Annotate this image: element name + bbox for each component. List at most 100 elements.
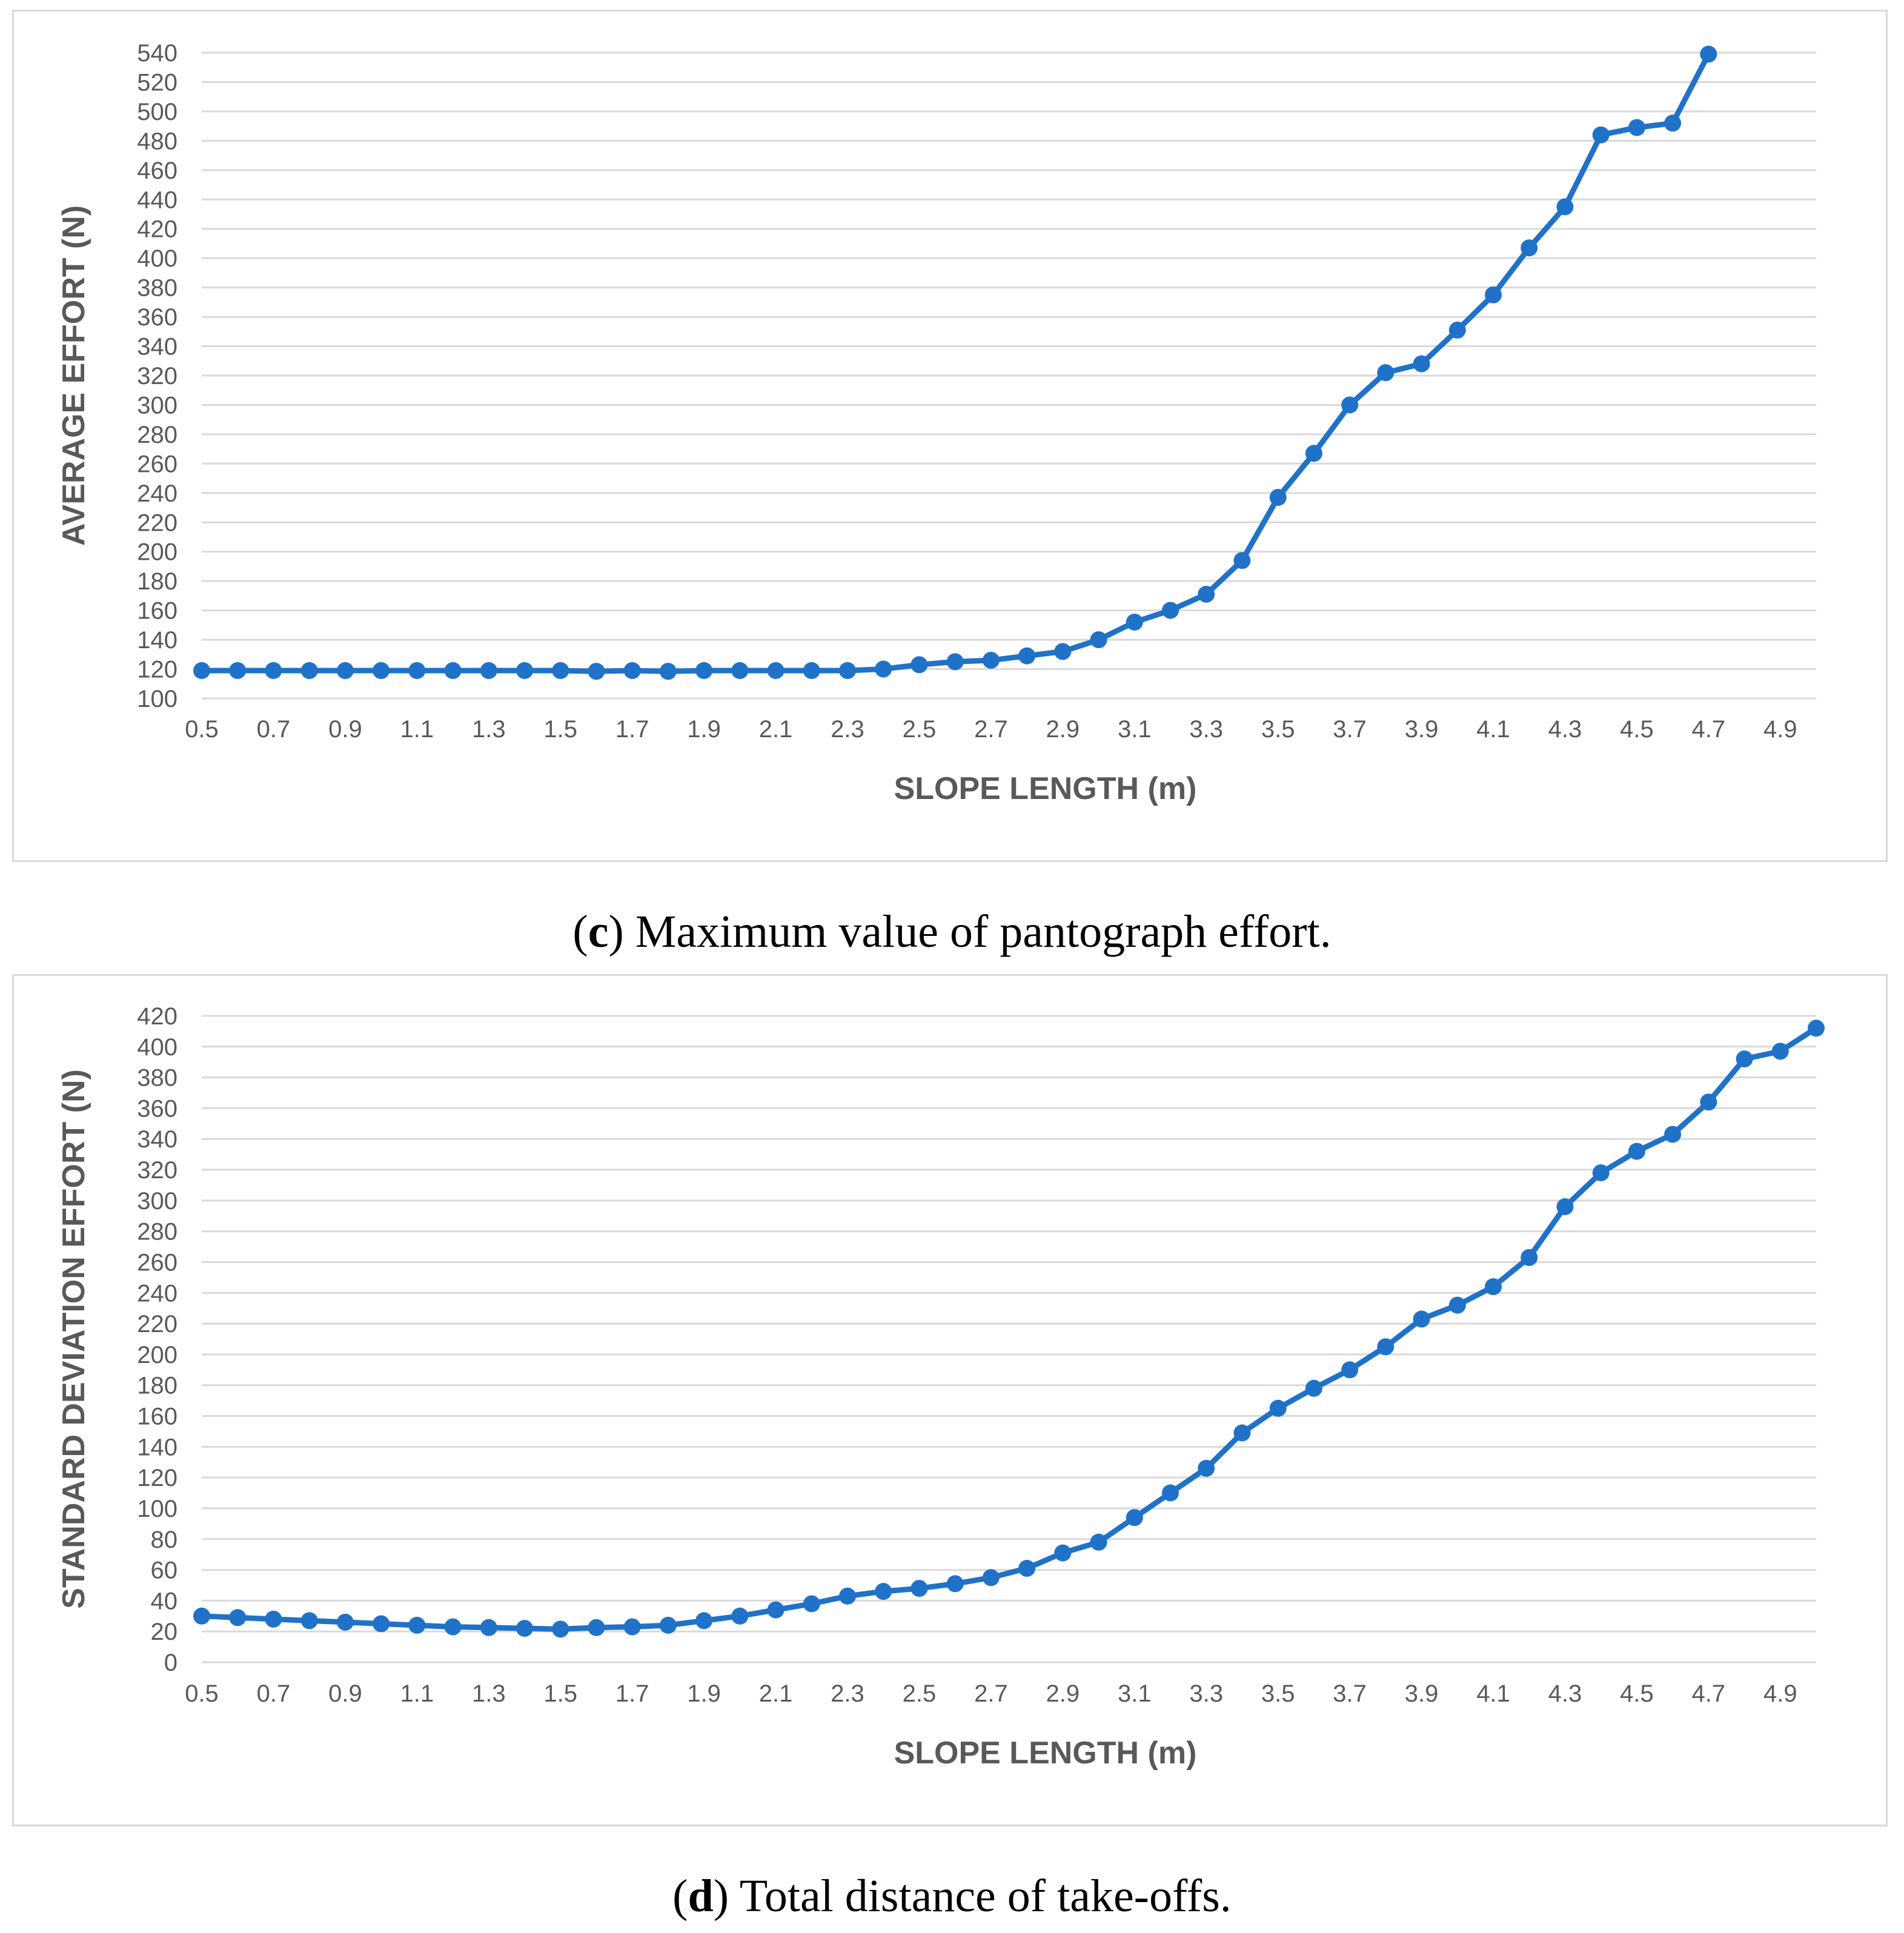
y-tick-label: 360 [137, 304, 177, 331]
data-point [731, 1607, 749, 1625]
y-tick-label: 360 [137, 1095, 177, 1122]
y-tick-label: 320 [137, 363, 177, 390]
x-tick-label: 0.7 [257, 716, 291, 743]
data-point [911, 656, 928, 674]
data-point [767, 1601, 784, 1619]
y-tick-label: 120 [137, 1465, 177, 1491]
data-point [1556, 1198, 1574, 1215]
x-tick-label: 2.9 [1046, 1680, 1080, 1707]
data-point [193, 662, 210, 679]
x-tick-label: 3.3 [1189, 1680, 1223, 1707]
y-tick-label: 240 [137, 480, 177, 507]
data-point [336, 1613, 354, 1631]
x-tick-label: 0.7 [257, 1680, 291, 1707]
data-point [1126, 1509, 1143, 1527]
y-axis-title: AVERAGE EFFORT (N) [56, 205, 91, 546]
data-point [408, 1617, 426, 1634]
data-point [1377, 364, 1395, 382]
data-point [1198, 1459, 1215, 1477]
data-point [1018, 647, 1036, 665]
y-tick-label: 420 [137, 1003, 177, 1030]
y-tick-label: 260 [137, 1249, 177, 1276]
y-tick-label: 220 [137, 1311, 177, 1338]
data-point [588, 663, 605, 680]
data-point [1413, 355, 1430, 373]
x-tick-label: 2.9 [1046, 716, 1080, 743]
x-tick-label: 4.3 [1548, 716, 1582, 743]
x-tick-label: 4.1 [1476, 716, 1510, 743]
y-tick-label: 100 [137, 1496, 177, 1522]
x-tick-label: 0.5 [185, 1680, 219, 1707]
caption-d-letter: d [688, 1871, 714, 1921]
chart-panel-d: 0 20 40 60 80 100 120 140 160 180 200 220 240 260 280 3… [12, 974, 1888, 1826]
y-tick-label: 100 [137, 686, 177, 712]
data-point [1269, 489, 1287, 506]
y-tick-label: 0 [164, 1650, 177, 1676]
data-point [1377, 1338, 1395, 1356]
data-point [623, 1618, 641, 1636]
data-point [1233, 1424, 1251, 1442]
y-axis-title: STANDARD DEVIATION EFFORT (N) [56, 1069, 91, 1609]
x-tick-label: 2.3 [831, 1680, 864, 1707]
y-tick-label: 340 [137, 334, 177, 360]
data-point [623, 662, 641, 679]
x-tick-label: 3.5 [1261, 1680, 1295, 1707]
data-point [1664, 114, 1682, 132]
y-tick-label: 200 [137, 1342, 177, 1368]
x-tick-label: 4.3 [1548, 1680, 1582, 1707]
x-tick-label: 2.7 [974, 716, 1008, 743]
y-tick-label: 300 [137, 392, 177, 419]
series-line [199, 1025, 1819, 1632]
y-tick-label: 140 [137, 1434, 177, 1461]
x-tick-label: 2.3 [831, 716, 864, 743]
y-tick-label: 280 [137, 1219, 177, 1245]
data-point [1628, 1142, 1645, 1160]
y-tick-label: 260 [137, 451, 177, 477]
data-point [982, 652, 1000, 669]
data-point [1341, 1361, 1359, 1379]
data-point [193, 1607, 210, 1625]
y-tick-label: 400 [137, 1034, 177, 1061]
caption-c-text: Maximum value of pantograph effort. [623, 906, 1332, 957]
data-point [1448, 321, 1466, 339]
x-tick-label: 1.3 [472, 716, 506, 743]
data-point [1054, 643, 1072, 660]
data-point [767, 662, 784, 679]
chart-panel-c: 100 120 140 160 180 200 220 240 260 280 300 320 340 3… [12, 10, 1888, 862]
x-tick-label: 4.5 [1620, 1680, 1654, 1707]
y-tick-label: 400 [137, 245, 177, 272]
data-point [373, 662, 390, 679]
x-axis-title: SLOPE LENGTH (m) [894, 771, 1197, 806]
data-point [229, 1609, 247, 1626]
chart-d: 0 20 40 60 80 100 120 140 160 180 200 220 240 260 280 3… [56, 1003, 1825, 1771]
x-tick-label: 0.9 [328, 1680, 362, 1707]
x-tick-label: 1.7 [615, 1680, 649, 1707]
x-tick-label: 3.1 [1118, 1680, 1152, 1707]
data-point [588, 1619, 605, 1636]
data-point [659, 1617, 677, 1634]
data-point [1305, 445, 1322, 462]
x-tick-label: 3.7 [1333, 1680, 1367, 1707]
caption-d: (d) Total distance of take-offs. [672, 1871, 1232, 1921]
data-point [1808, 1020, 1825, 1037]
y-tick-label: 240 [137, 1280, 177, 1307]
data-point [1592, 1164, 1610, 1182]
data-point [552, 662, 569, 679]
series-line [199, 51, 1711, 674]
y-tick-label: 80 [151, 1527, 178, 1553]
data-point [1485, 1278, 1502, 1296]
y-tick-label: 60 [151, 1557, 178, 1584]
y-tick-label: 180 [137, 568, 177, 595]
x-tick-label: 3.1 [1118, 716, 1152, 743]
data-point [1592, 126, 1610, 144]
y-tick-label: 40 [151, 1588, 178, 1614]
data-point [1233, 552, 1251, 569]
data-point [1305, 1379, 1322, 1397]
y-tick-label: 460 [137, 157, 177, 184]
data-point [1771, 1043, 1789, 1060]
y-tick-label: 180 [137, 1373, 177, 1399]
data-point [695, 662, 713, 679]
x-tick-label: 2.5 [903, 716, 937, 743]
data-point [516, 1620, 533, 1637]
x-tick-label: 1.7 [615, 716, 649, 743]
